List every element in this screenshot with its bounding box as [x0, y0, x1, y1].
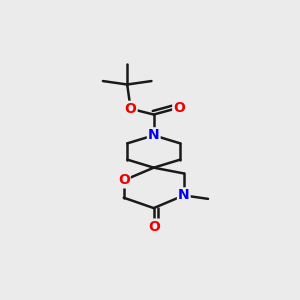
Text: N: N: [178, 188, 190, 203]
Text: O: O: [173, 100, 185, 115]
Text: N: N: [148, 128, 160, 142]
Text: O: O: [118, 173, 130, 188]
Text: O: O: [148, 220, 160, 234]
Text: O: O: [125, 102, 136, 116]
